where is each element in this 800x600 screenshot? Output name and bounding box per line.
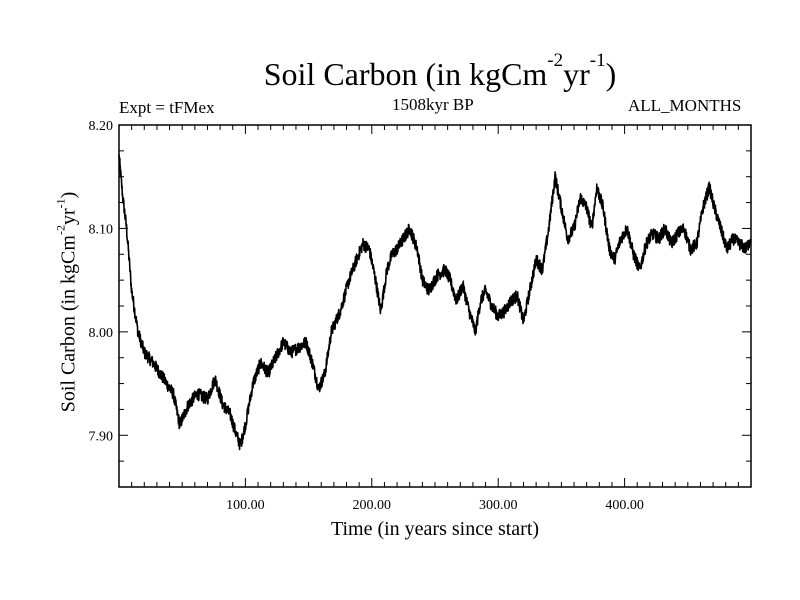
y-tick-label: 8.10 xyxy=(89,222,114,237)
y-tick-label: 8.20 xyxy=(89,119,114,134)
x-tick-label: 200.00 xyxy=(353,498,392,513)
x-axis-label: Time (in years since start) xyxy=(330,518,540,540)
period-label: 1508kyr BP xyxy=(392,95,474,114)
series-layer xyxy=(118,154,752,451)
x-tick-label: 100.00 xyxy=(226,498,265,513)
series-line xyxy=(118,154,752,451)
y-tick-label: 7.90 xyxy=(89,429,114,444)
experiment-label: Expt = tFMex xyxy=(119,98,215,117)
y-tick-label: 8.00 xyxy=(89,326,114,341)
x-tick-label: 300.00 xyxy=(479,498,518,513)
x-tick-label: 400.00 xyxy=(605,498,644,513)
axis-ticks: 100.00 200.00 300.00 400.00 7.90 8.00 8.10 8.20 xyxy=(89,119,751,513)
months-label: ALL_MONTHS xyxy=(628,96,742,115)
chart-title: Soil Carbon (in kgCm-2yr-1) xyxy=(263,50,617,92)
plot-frame xyxy=(118,124,752,488)
